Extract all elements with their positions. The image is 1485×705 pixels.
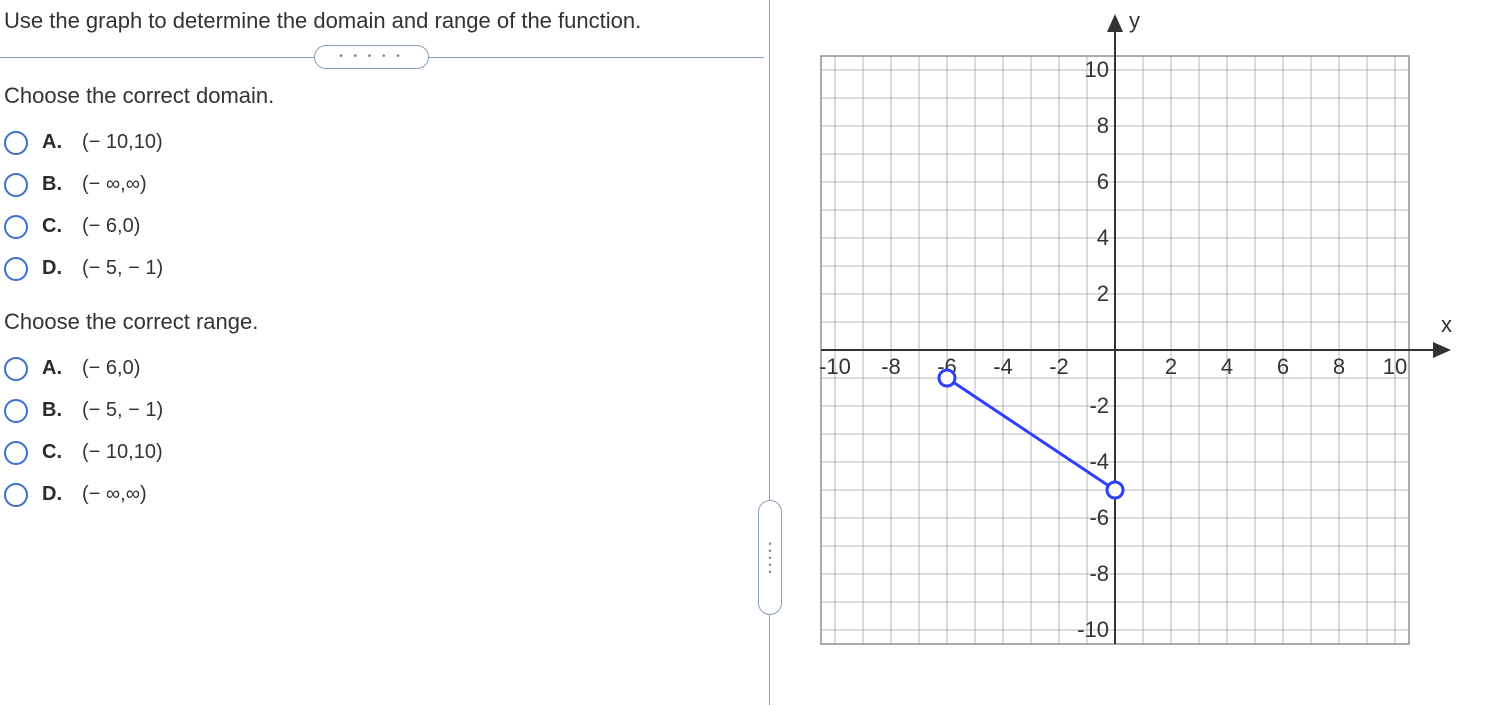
divider-horizontal: • • • • • xyxy=(4,45,754,69)
function-graph: -10-8-6-4-2246810-10-8-6-4-2246810yx xyxy=(795,0,1455,700)
svg-text:-4: -4 xyxy=(993,354,1013,379)
divider-vertical: ••••• xyxy=(769,0,770,705)
question-prompt: Use the graph to determine the domain an… xyxy=(4,6,754,37)
divider-handle[interactable]: • • • • • xyxy=(314,45,429,69)
choice-text: (− 6,0) xyxy=(82,357,140,380)
domain-prompt: Choose the correct domain. xyxy=(4,83,754,109)
svg-text:-4: -4 xyxy=(1089,449,1109,474)
range-choice-d[interactable]: D. (− ∞,∞) xyxy=(4,483,754,507)
svg-text:-10: -10 xyxy=(1077,617,1109,642)
radio-icon[interactable] xyxy=(4,399,28,423)
choice-text: (− 5, − 1) xyxy=(82,257,163,280)
domain-choice-a[interactable]: A. (− 10,10) xyxy=(4,131,754,155)
choice-text: (− 10,10) xyxy=(82,441,163,464)
svg-text:4: 4 xyxy=(1097,225,1109,250)
range-choices: A. (− 6,0) B. (− 5, − 1) C. (− 10,10) D.… xyxy=(4,357,754,507)
svg-text:6: 6 xyxy=(1277,354,1289,379)
range-prompt: Choose the correct range. xyxy=(4,309,754,335)
svg-text:-8: -8 xyxy=(1089,561,1109,586)
radio-icon[interactable] xyxy=(4,173,28,197)
radio-icon[interactable] xyxy=(4,131,28,155)
graph-panel: -10-8-6-4-2246810-10-8-6-4-2246810yx xyxy=(795,0,1475,705)
domain-choices: A. (− 10,10) B. (− ∞,∞) C. (− 6,0) D. (−… xyxy=(4,131,754,281)
range-choice-b[interactable]: B. (− 5, − 1) xyxy=(4,399,754,423)
choice-text: (− ∞,∞) xyxy=(82,483,147,506)
domain-choice-c[interactable]: C. (− 6,0) xyxy=(4,215,754,239)
choice-letter: A. xyxy=(42,357,68,380)
choice-letter: D. xyxy=(42,257,68,280)
choice-letter: B. xyxy=(42,173,68,196)
divider-vertical-handle[interactable]: ••••• xyxy=(758,500,782,615)
svg-text:-8: -8 xyxy=(881,354,901,379)
choice-text: (− ∞,∞) xyxy=(82,173,147,196)
radio-icon[interactable] xyxy=(4,441,28,465)
svg-text:-2: -2 xyxy=(1089,393,1109,418)
choice-text: (− 10,10) xyxy=(82,131,163,154)
svg-text:x: x xyxy=(1441,312,1452,337)
choice-letter: C. xyxy=(42,215,68,238)
radio-icon[interactable] xyxy=(4,257,28,281)
svg-text:-2: -2 xyxy=(1049,354,1069,379)
choice-letter: C. xyxy=(42,441,68,464)
svg-text:-10: -10 xyxy=(819,354,851,379)
svg-text:10: 10 xyxy=(1085,57,1109,82)
svg-text:-6: -6 xyxy=(1089,505,1109,530)
domain-choice-b[interactable]: B. (− ∞,∞) xyxy=(4,173,754,197)
domain-choice-d[interactable]: D. (− 5, − 1) xyxy=(4,257,754,281)
svg-text:4: 4 xyxy=(1221,354,1233,379)
range-choice-c[interactable]: C. (− 10,10) xyxy=(4,441,754,465)
svg-text:8: 8 xyxy=(1333,354,1345,379)
choice-text: (− 6,0) xyxy=(82,215,140,238)
svg-text:y: y xyxy=(1129,8,1140,33)
range-choice-a[interactable]: A. (− 6,0) xyxy=(4,357,754,381)
radio-icon[interactable] xyxy=(4,357,28,381)
svg-text:2: 2 xyxy=(1165,354,1177,379)
svg-text:10: 10 xyxy=(1383,354,1407,379)
svg-text:2: 2 xyxy=(1097,281,1109,306)
radio-icon[interactable] xyxy=(4,215,28,239)
question-panel: Use the graph to determine the domain an… xyxy=(4,6,754,535)
choice-text: (− 5, − 1) xyxy=(82,399,163,422)
svg-text:8: 8 xyxy=(1097,113,1109,138)
choice-letter: B. xyxy=(42,399,68,422)
choice-letter: D. xyxy=(42,483,68,506)
radio-icon[interactable] xyxy=(4,483,28,507)
svg-text:6: 6 xyxy=(1097,169,1109,194)
choice-letter: A. xyxy=(42,131,68,154)
